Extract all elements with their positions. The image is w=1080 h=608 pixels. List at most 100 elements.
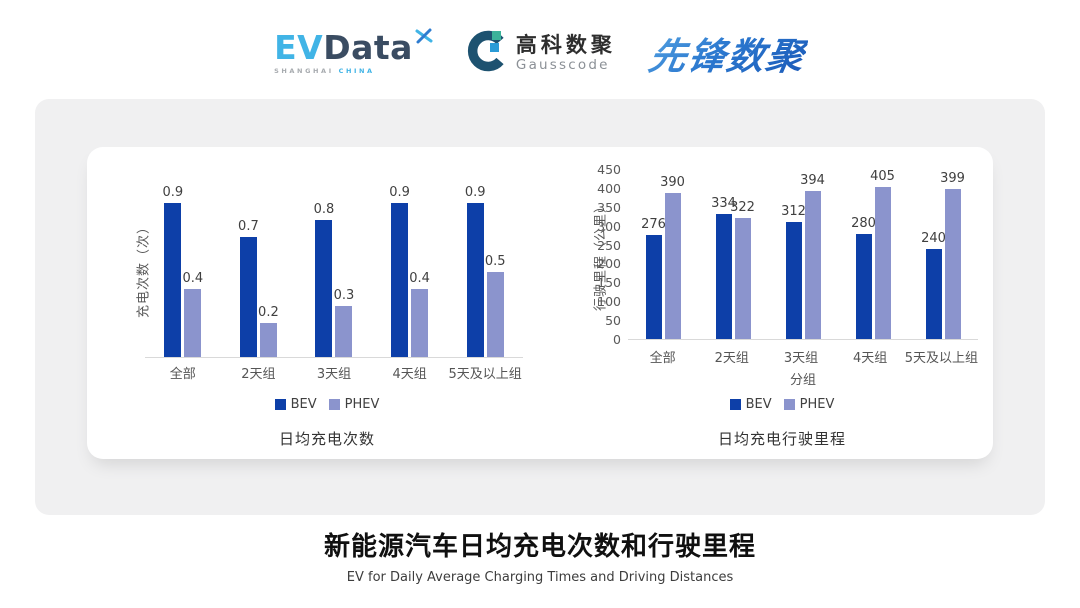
- y-tick-label: 450: [597, 162, 621, 177]
- bar-bev: 240: [921, 231, 946, 339]
- evdata-wordmark: EV Data: [274, 28, 433, 67]
- category-label: 5天及以上组: [904, 351, 979, 366]
- gausscode-logo-icon: [465, 30, 507, 76]
- bar-value-label: 0.2: [258, 304, 279, 320]
- bar-bev: 0.7: [238, 219, 259, 357]
- gausscode-chinese-name: 高科数聚: [515, 32, 616, 57]
- bar-bev: 0.8: [314, 202, 334, 357]
- category-label: 4天组: [853, 351, 888, 366]
- bar-value-label: 0.8: [313, 202, 335, 218]
- category-label: 4天组: [392, 367, 427, 382]
- category-label: 全部: [169, 367, 196, 382]
- bar-bev: 276: [641, 217, 666, 339]
- bar-group: 276 390: [628, 170, 698, 339]
- legend-swatch: [783, 399, 795, 410]
- chart-daily-driving-distance: 行驶里程（公里） 450 400 350 300 250 200 150 100 50 0 276…: [577, 157, 987, 457]
- y-tick-label: 300: [597, 218, 621, 234]
- logo-header: EV Data SHANGHAI CHINA: [0, 18, 1080, 88]
- legend-label: PHEV: [799, 397, 835, 412]
- bar-bev: 0.9: [162, 185, 183, 357]
- legend-item-phev: PHEV: [328, 397, 380, 412]
- bar-phev: 0.4: [182, 271, 203, 357]
- evdata-ev-text: EV: [274, 28, 324, 67]
- chart-title: 日均充电行驶里程: [717, 430, 846, 448]
- plot-area: 0.9 0.4 0.7 0.2 0.8 0.3 0.9 0.4 0.9 0.5: [145, 185, 523, 358]
- chart-title: 日均充电次数: [278, 430, 375, 448]
- y-tick-label: 400: [597, 180, 621, 196]
- y-tick-label: 100: [597, 294, 621, 310]
- bar-phev: 0.2: [258, 305, 279, 357]
- category-label: 3天组: [316, 367, 352, 382]
- bar-group: 240 399: [908, 170, 978, 339]
- bar-value-label: 280: [851, 215, 876, 231]
- y-tick-label: 350: [597, 199, 621, 215]
- bar-value-label: 0.7: [238, 219, 259, 235]
- y-tick-label: 0: [613, 331, 621, 347]
- bar-value-label: 405: [870, 168, 895, 184]
- legend-label: PHEV: [344, 397, 380, 412]
- y-tick-label: 200: [597, 256, 621, 272]
- bar-group: 312 394: [768, 170, 838, 339]
- footer: 新能源汽车日均充电次数和行驶里程 EV for Daily Average Ch…: [0, 526, 1080, 585]
- evdata-data-text: Data: [323, 28, 413, 67]
- bar-group: 0.9 0.4: [145, 185, 221, 357]
- bar-phev: 0.4: [409, 271, 430, 357]
- gausscode-logo: 高科数聚 Gausscode: [465, 30, 616, 76]
- bar-bev: 0.9: [465, 185, 486, 357]
- bar-group: 0.7 0.2: [221, 186, 297, 357]
- bar-bev: 312: [781, 204, 806, 339]
- bar-bev: 334: [711, 196, 736, 339]
- x-axis-label: 分组: [789, 373, 816, 388]
- legend-item-bev: BEV: [729, 397, 772, 412]
- legend-swatch: [328, 399, 340, 410]
- legend-item-phev: PHEV: [783, 397, 835, 412]
- legend-item-bev: BEV: [274, 397, 317, 412]
- category-label: 5天及以上组: [448, 367, 522, 382]
- bar-value-label: 0.5: [484, 253, 506, 269]
- bar-value-label: 0.9: [464, 185, 486, 201]
- category-label: 2天组: [714, 351, 749, 366]
- bar-phev: 399: [940, 171, 965, 339]
- legend-label: BEV: [745, 397, 772, 412]
- plot-area: 276 390 334 322 312 394 280 405 240 399: [628, 169, 978, 340]
- category-label: 3天组: [783, 351, 819, 366]
- bar-value-label: 322: [730, 200, 755, 216]
- chart-daily-charging-times: 充电次数（次） 0.9 0.4 0.7 0.2 0.8 0.3 0.9 0.4 0.9 0.5 全…: [107, 157, 547, 457]
- bar-value-label: 312: [781, 203, 806, 219]
- x-axis-categories: 全部 2天组 3天组 4天组 5天及以上组: [145, 363, 523, 382]
- legend: BEV PHEV: [107, 397, 547, 412]
- gausscode-text-block: 高科数聚 Gausscode: [516, 33, 616, 73]
- legend-swatch: [274, 399, 286, 410]
- chart-panel: 充电次数（次） 0.9 0.4 0.7 0.2 0.8 0.3 0.9 0.4 0.9 0.5 全…: [35, 99, 1045, 515]
- y-tick-label: 150: [597, 275, 621, 291]
- bar-phev: 0.5: [485, 254, 506, 357]
- evdata-sparkle-icon: [415, 17, 433, 50]
- x-axis-categories: 全部 2天组 3天组 4天组 5天及以上组: [628, 347, 978, 366]
- evdata-logo: EV Data SHANGHAI CHINA: [274, 28, 433, 75]
- chart-card: 充电次数（次） 0.9 0.4 0.7 0.2 0.8 0.3 0.9 0.4 0.9 0.5 全…: [87, 147, 993, 459]
- xianfeng-shuju-logo: 先锋数聚: [645, 26, 811, 80]
- evdata-shanghai-text: SHANGHAI: [274, 67, 334, 75]
- y-axis-ticks: 450 400 350 300 250 200 150 100 50 0: [577, 162, 621, 348]
- bar-value-label: 390: [660, 174, 685, 190]
- bar-group: 0.9 0.4: [372, 185, 448, 357]
- page-title: 新能源汽车日均充电次数和行驶里程: [323, 532, 756, 562]
- bar-value-label: 0.9: [162, 185, 184, 201]
- gausscode-english-name: Gausscode: [515, 56, 610, 73]
- legend-swatch: [729, 399, 741, 410]
- legend: BEV PHEV: [577, 397, 987, 412]
- legend-label: BEV: [290, 397, 317, 412]
- category-label: 2天组: [241, 367, 276, 382]
- bar-bev: 0.9: [389, 185, 410, 357]
- bar-group: 334 322: [698, 170, 768, 339]
- bar-group: 0.9 0.5: [447, 185, 523, 357]
- bar-value-label: 394: [800, 173, 825, 189]
- bar-phev: 394: [800, 173, 825, 339]
- bar-bev: 280: [851, 216, 876, 339]
- y-tick-label: 250: [597, 237, 621, 253]
- bar-phev: 405: [870, 169, 895, 339]
- bar-phev: 0.3: [334, 288, 354, 357]
- bar-value-label: 0.3: [333, 287, 355, 303]
- evdata-china-text: CHINA: [338, 67, 375, 75]
- bar-value-label: 0.4: [182, 270, 204, 286]
